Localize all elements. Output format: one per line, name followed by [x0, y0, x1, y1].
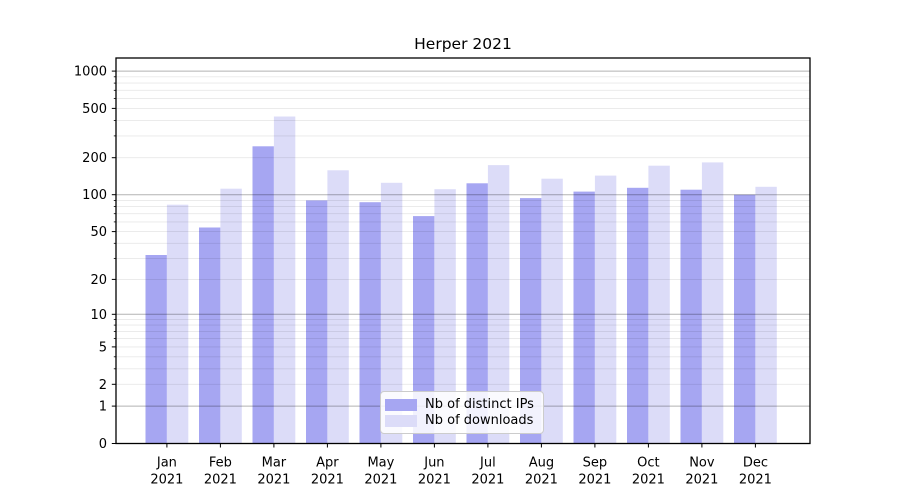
- legend: Nb of distinct IPs Nb of downloads: [380, 391, 544, 434]
- plot-border: [115, 57, 811, 445]
- bar: [680, 189, 702, 444]
- x-tick-label: Dec: [743, 456, 768, 471]
- legend-swatch-distinct-ips: [385, 398, 417, 411]
- legend-swatch-downloads: [385, 414, 417, 427]
- bar: [487, 165, 510, 444]
- x-tick-label: Mar: [262, 456, 287, 471]
- x-tick-label: Apr: [316, 456, 339, 471]
- bar: [220, 188, 242, 444]
- bar: [541, 178, 563, 444]
- x-tick-label-year: 2021: [257, 473, 290, 488]
- y-tick-label: 100: [82, 188, 107, 203]
- bar: [380, 182, 403, 444]
- y-tick-label: 20: [90, 273, 107, 288]
- bar: [327, 170, 349, 444]
- bar: [627, 187, 649, 444]
- bar: [413, 216, 435, 444]
- y-tick-label: 1000: [74, 65, 107, 80]
- bar: [199, 227, 221, 444]
- bar: [166, 204, 189, 444]
- x-tick-label-year: 2021: [418, 473, 451, 488]
- bar: [273, 116, 296, 444]
- x-tick-label-year: 2021: [311, 473, 344, 488]
- bar-series-distinct-ips: [145, 146, 756, 444]
- bar: [755, 186, 777, 444]
- x-tick-label-year: 2021: [578, 473, 611, 488]
- y-tick-label: 200: [82, 151, 107, 166]
- gridlines: [116, 70, 810, 407]
- legend-label-downloads: Nb of downloads: [425, 413, 534, 428]
- x-tick-label-year: 2021: [364, 473, 397, 488]
- bar: [252, 146, 274, 444]
- y-tick-label: 5: [99, 340, 107, 355]
- bar: [466, 183, 488, 444]
- y-tick-label: 0: [99, 437, 107, 452]
- bar: [594, 175, 617, 444]
- x-tick-label-year: 2021: [632, 473, 665, 488]
- chart-title: Herper 2021: [414, 35, 512, 53]
- bar: [520, 198, 542, 444]
- x-tick-label-year: 2021: [685, 473, 718, 488]
- x-tick-label-year: 2021: [739, 473, 772, 488]
- x-tick-label-year: 2021: [525, 473, 558, 488]
- y-axis: 0 1 2 5 10 20 50 100 200 500 1000: [74, 65, 116, 452]
- bar: [734, 194, 756, 444]
- x-tick-label: Oct: [637, 456, 659, 471]
- x-tick-label: Feb: [209, 456, 232, 471]
- y-tick-label: 1: [99, 400, 107, 415]
- bar: [573, 191, 595, 444]
- bar: [648, 165, 670, 444]
- bar: [145, 255, 167, 444]
- x-tick-label: Jul: [479, 456, 496, 471]
- legend-entry-downloads: Nb of downloads: [385, 414, 538, 427]
- legend-label-distinct-ips: Nb of distinct IPs: [425, 397, 534, 412]
- y-tick-label: 50: [90, 225, 107, 240]
- x-tick-label: May: [367, 456, 394, 471]
- legend-entry-distinct-ips: Nb of distinct IPs: [385, 398, 538, 411]
- x-tick-label-year: 2021: [150, 473, 183, 488]
- x-tick-label: Aug: [529, 456, 554, 471]
- x-tick-label-year: 2021: [471, 473, 504, 488]
- bar: [701, 162, 724, 444]
- bar: [434, 189, 456, 444]
- bar: [306, 200, 328, 444]
- x-axis: Jan 2021 Feb 2021 Mar 2021 Apr 2021 May 2021 Jun 20…: [150, 443, 772, 488]
- y-tick-label: 500: [82, 102, 107, 117]
- x-tick-label: Jan: [156, 456, 177, 471]
- y-tick-label: 2: [99, 378, 107, 393]
- bar: [359, 202, 381, 444]
- x-tick-label: Sep: [583, 456, 608, 471]
- x-tick-label: Nov: [689, 456, 715, 471]
- bar-series-downloads: [166, 116, 777, 444]
- x-tick-label: Jun: [423, 456, 444, 471]
- y-tick-label: 10: [90, 308, 107, 323]
- x-tick-label-year: 2021: [204, 473, 237, 488]
